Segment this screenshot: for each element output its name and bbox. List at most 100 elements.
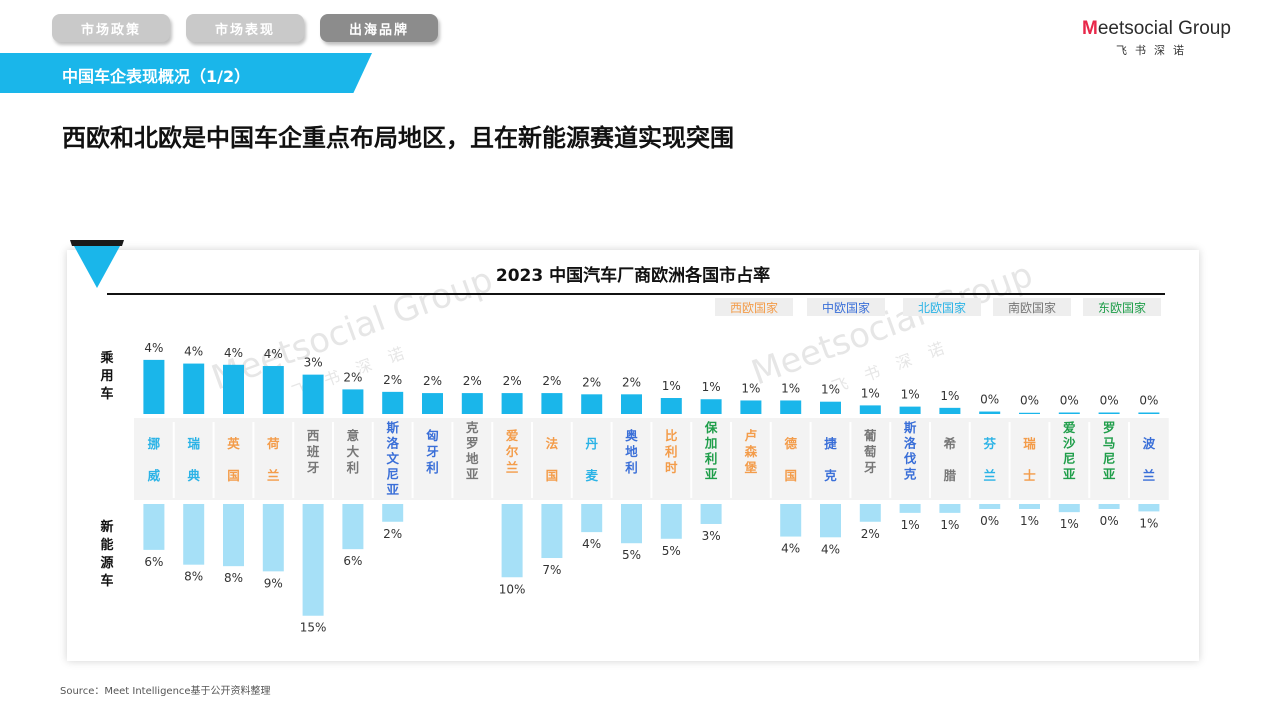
nev-bar — [700, 504, 722, 524]
passenger-bar — [621, 394, 642, 414]
category-label: 斯洛文尼亚 — [386, 420, 399, 497]
nev-value-label: 9% — [264, 576, 283, 590]
category-label: 荷兰 — [266, 436, 280, 483]
section-title: 中国车企表现概况（1/2） — [62, 67, 251, 86]
passenger-value-label: 2% — [463, 374, 482, 388]
category-label: 意大利 — [347, 428, 360, 475]
category-label: 德国 — [784, 436, 797, 483]
passenger-bar — [979, 411, 1001, 414]
nev-bar — [183, 504, 205, 565]
category-label: 西班牙 — [307, 428, 320, 475]
passenger-value-label: 2% — [622, 375, 641, 389]
passenger-value-label: 3% — [304, 356, 323, 370]
passenger-bar — [302, 374, 324, 414]
category-label: 爱尔兰 — [505, 428, 519, 475]
passenger-value-label: 1% — [821, 383, 840, 397]
nev-bar — [1098, 504, 1120, 509]
nev-bar — [541, 504, 563, 559]
passenger-value-label: 0% — [980, 393, 999, 407]
ylabel-passenger: 乘用车 — [99, 350, 114, 402]
passenger-value-label: 4% — [184, 345, 203, 359]
nev-bar — [143, 504, 165, 550]
passenger-bar — [262, 366, 284, 414]
passenger-value-label: 2% — [383, 373, 402, 387]
passenger-bar — [581, 394, 603, 414]
category-label: 比利时 — [665, 428, 678, 475]
nev-bar — [780, 504, 802, 537]
legend-item-east: 东欧国家 — [1098, 300, 1146, 315]
corner-triangle-icon — [70, 240, 124, 288]
nev-bar — [899, 504, 921, 513]
category-label: 波兰 — [1143, 436, 1156, 483]
tab-overseas-brands[interactable]: 出海品牌 — [320, 14, 438, 42]
passenger-value-label: 1% — [861, 386, 880, 400]
legend-swatch-south — [993, 298, 1071, 316]
section-banner — [0, 53, 372, 93]
nev-bar — [660, 504, 682, 539]
legend-item-south: 南欧国家 — [1008, 300, 1056, 315]
category-label: 葡萄牙 — [863, 428, 877, 475]
nev-bar — [581, 504, 603, 533]
category-label: 法国 — [546, 436, 559, 483]
nev-value-label: 4% — [582, 537, 601, 551]
legend-item-central: 中欧国家 — [822, 300, 870, 315]
legend-swatch-central — [807, 298, 885, 316]
passenger-value-label: 1% — [901, 388, 920, 402]
nev-bar — [859, 504, 881, 522]
tab-market-performance[interactable]: 市场表现 — [186, 14, 304, 42]
legend-swatch-east — [1083, 298, 1161, 316]
passenger-bar — [461, 393, 483, 414]
nev-value-label: 0% — [980, 514, 999, 528]
legend-item-west: 西欧国家 — [730, 300, 778, 315]
passenger-bar — [541, 393, 563, 414]
passenger-bar — [382, 391, 404, 414]
passenger-value-label: 0% — [1060, 394, 1079, 408]
nev-bar — [501, 504, 523, 578]
category-label: 挪威 — [148, 436, 161, 483]
passenger-value-label: 2% — [582, 375, 601, 389]
passenger-value-label: 1% — [702, 380, 721, 394]
tab-market-policy[interactable]: 市场政策 — [52, 14, 170, 42]
passenger-bar — [740, 400, 762, 414]
passenger-value-label: 1% — [781, 381, 800, 395]
category-label: 奥地利 — [625, 428, 638, 475]
nev-bar — [262, 504, 284, 572]
nev-value-label: 8% — [224, 571, 243, 585]
category-label: 罗马尼亚 — [1103, 420, 1116, 482]
passenger-bar — [183, 363, 205, 414]
category-label: 英国 — [227, 436, 240, 483]
passenger-value-label: 2% — [542, 374, 561, 388]
chart-title: 2023 中国汽车厂商欧洲各国市占率 — [496, 265, 770, 286]
category-label: 希腊 — [943, 436, 957, 483]
passenger-value-label: 2% — [343, 370, 362, 384]
passenger-value-label: 1% — [940, 389, 959, 403]
category-label: 瑞士 — [1023, 436, 1036, 483]
nev-bar — [223, 504, 244, 567]
category-label: 卢森堡 — [745, 428, 758, 475]
legend-item-north: 北欧国家 — [918, 300, 966, 315]
nev-bar — [979, 504, 1001, 509]
nev-value-label: 3% — [702, 529, 721, 543]
nev-value-label: 6% — [144, 555, 163, 569]
nev-value-label: 4% — [821, 542, 840, 556]
passenger-value-label: 0% — [1020, 394, 1039, 408]
passenger-bar — [939, 407, 961, 414]
passenger-value-label: 1% — [662, 379, 681, 393]
passenger-bar — [1138, 412, 1160, 414]
nev-value-label: 7% — [542, 563, 561, 577]
passenger-bar — [780, 400, 802, 414]
passenger-value-label: 4% — [224, 346, 243, 360]
nev-bar — [342, 504, 364, 550]
nev-bar — [1138, 504, 1160, 512]
nev-value-label: 1% — [940, 518, 959, 532]
passenger-bar — [1058, 412, 1080, 414]
passenger-bar — [1098, 412, 1120, 414]
logo-wordmark: Meetsocial Group — [1082, 18, 1231, 39]
nev-bar — [1058, 504, 1080, 513]
nev-bar — [302, 504, 324, 616]
passenger-bar — [899, 406, 921, 414]
chart-card: Meetsocial Group 飞书深诺 Meetsocial Group 飞书深诺… — [67, 250, 1199, 661]
nev-value-label: 6% — [343, 554, 362, 568]
